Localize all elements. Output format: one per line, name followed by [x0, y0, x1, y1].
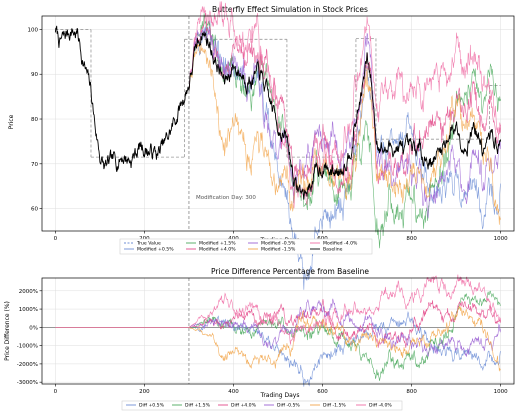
chart2-x-tick-label-5: 1000 [494, 389, 508, 395]
chart1-x-tick-label-0: 0 [54, 236, 58, 242]
series-modified-0-5- [188, 20, 501, 290]
price-simulation-chart: Butterfly Effect Simulation in Stock Pri… [8, 1, 515, 290]
chart2-legend-label-0: Diff +0.5% [139, 403, 165, 409]
chart2-plot-area [42, 274, 514, 387]
chart1-legend-label-4: Modified -0.5% [261, 241, 296, 247]
chart1-y-label: Price [8, 114, 15, 129]
chart1-y-tick-label-3: 90 [31, 72, 38, 78]
chart1-legend-label-2: Modified +1.5% [199, 241, 236, 247]
chart1-legend-label-0: True Value [136, 241, 161, 247]
chart2-legend-box [121, 400, 403, 411]
chart2-legend-label-1: Diff +1.5% [185, 403, 211, 409]
chart1-grid [42, 16, 514, 231]
chart2-x-tick-label-1: 200 [139, 389, 150, 395]
chart1-y-tick-label-1: 70 [31, 162, 38, 168]
series-modified-4-0- [188, 1, 501, 209]
chart2-x-ticks: 0 200 400 600 800 1000 [54, 384, 508, 395]
chart1-frame [41, 15, 515, 232]
chart2-x-tick-label-0: 0 [54, 389, 58, 395]
chart1-legend-label-5: Modified -1.5% [261, 247, 296, 253]
chart2-x-label: Trading Days [260, 392, 300, 399]
series-modified-1-5- [188, 13, 501, 249]
chart2-x-tick-label-3: 600 [317, 389, 328, 395]
price-difference-chart: Price Difference Percentage from Baselin… [4, 267, 515, 411]
series-baseline [54, 25, 502, 200]
chart2-y-tick-label-5: 2000% [19, 289, 38, 295]
chart2-frame [41, 277, 515, 385]
chart2-x-tick-label-4: 800 [406, 389, 417, 395]
diff-series-diff-4-0- [55, 274, 501, 345]
chart2-y-ticks: -3000% -2000% -1000% 0% 1000% 2000% [17, 289, 42, 386]
chart1-legend-label-3: Modified +4.0% [199, 247, 236, 253]
chart2-legend: Diff +0.5% Diff +1.5% Diff +4.0% Diff -0.5%… [121, 400, 403, 411]
chart2-legend-label-5: Diff -4.0% [369, 403, 392, 409]
chart1-title: Butterfly Effect Simulation in Stock Pri… [212, 5, 368, 14]
chart1-y-tick-label-4: 100 [28, 27, 39, 33]
series-modified-0-5- [188, 28, 501, 219]
chart1-plot-area [54, 1, 502, 290]
chart2-y-tick-label-1: -2000% [17, 362, 38, 368]
chart1-y-tick-label-2: 80 [31, 117, 38, 123]
chart1-legend-label-7: Baseline [323, 247, 343, 253]
chart2-y-label: Price Difference (%) [4, 301, 11, 361]
chart2-legend-label-4: Diff -1.5% [323, 403, 346, 409]
chart2-x-tick-label-2: 400 [228, 389, 239, 395]
chart2-y-tick-label-4: 1000% [19, 307, 38, 313]
chart2-legend-label-2: Diff +4.0% [231, 403, 257, 409]
chart1-y-tick-label-0: 60 [31, 207, 38, 213]
chart2-title: Price Difference Percentage from Baselin… [211, 267, 369, 276]
chart2-y-tick-label-2: -1000% [17, 344, 38, 350]
chart1-legend-label-1: Modified +0.5% [137, 247, 174, 253]
chart1-x-tick-label-4: 800 [406, 236, 417, 242]
modification-day-annotation: Modification Day: 300 [196, 195, 256, 201]
chart2-y-tick-label-0: -3000% [17, 380, 38, 386]
chart1-legend-box [119, 238, 373, 255]
chart1-x-tick-label-5: 1000 [494, 236, 508, 242]
diff-series-diff-1-5- [55, 305, 501, 372]
chart1-y-ticks: 60 70 80 90 100 [28, 27, 42, 213]
chart1-legend-label-6: Modified -4.0% [323, 241, 358, 247]
series-modified-4-0- [188, 12, 501, 195]
chart2-legend-label-3: Diff -0.5% [277, 403, 300, 409]
chart2-y-tick-label-3: 0% [29, 325, 38, 331]
